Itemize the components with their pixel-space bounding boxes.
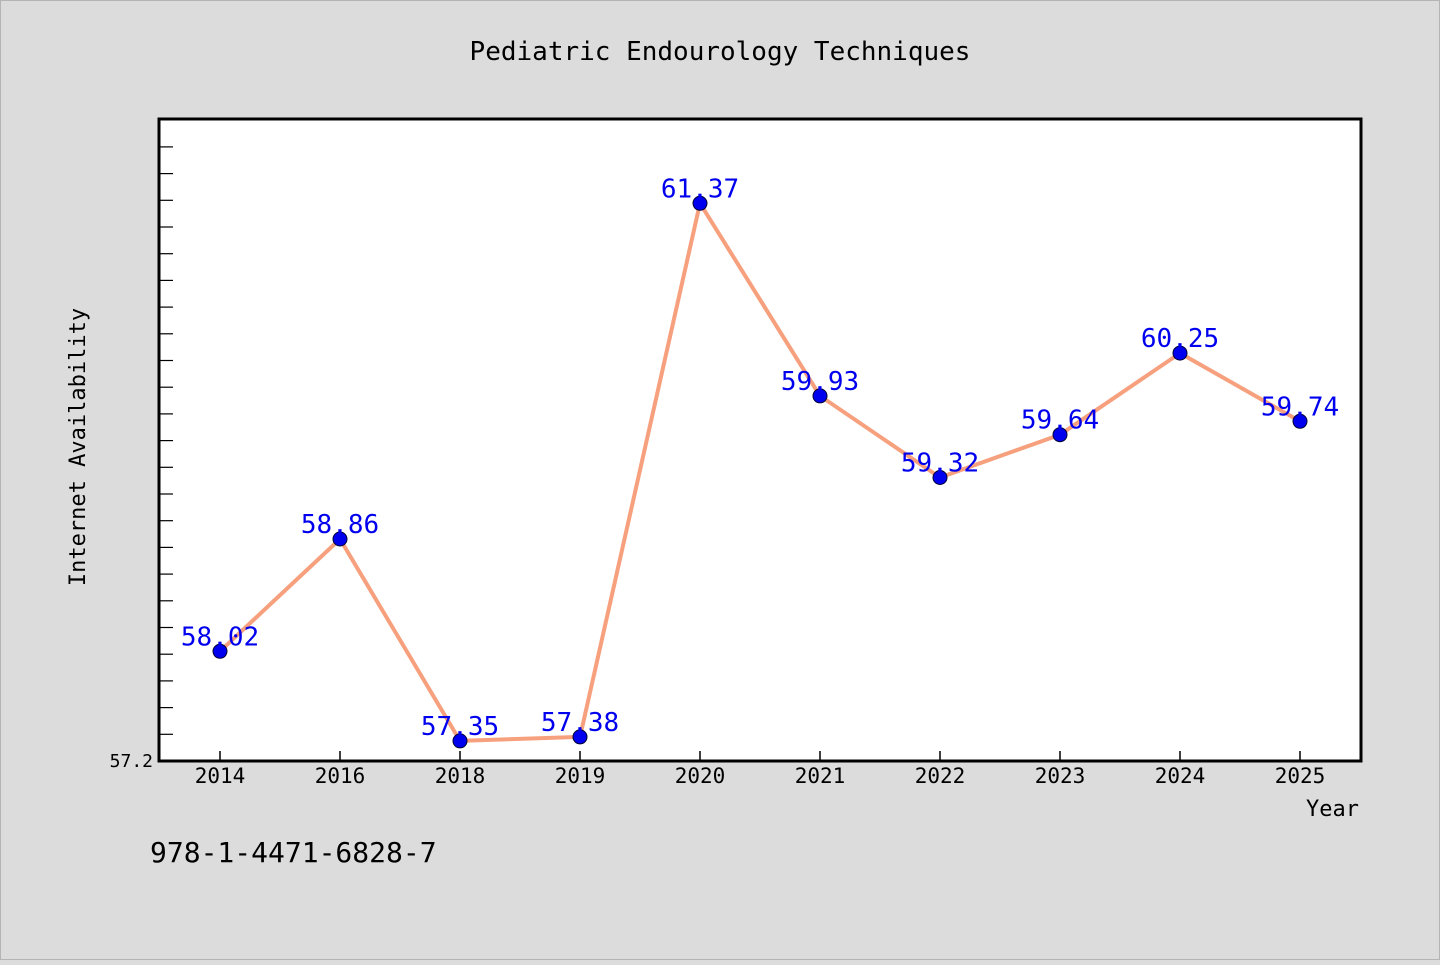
data-label: 58.86 <box>301 510 379 540</box>
y-tick-label: 57.2 <box>110 751 153 772</box>
x-tick-label: 2023 <box>1035 764 1086 788</box>
data-point <box>1052 427 1068 443</box>
plot-area <box>157 117 1363 763</box>
data-label: 59.32 <box>901 449 979 479</box>
x-axis-label: Year <box>1306 797 1359 822</box>
data-point <box>692 195 708 211</box>
x-tick-label: 2022 <box>915 764 966 788</box>
data-point <box>452 733 468 749</box>
data-point <box>572 729 588 745</box>
x-tick-label: 2024 <box>1155 764 1206 788</box>
data-label: 57.35 <box>421 712 499 742</box>
data-point <box>932 470 948 485</box>
data-point <box>1172 345 1188 361</box>
x-tick-label: 2016 <box>315 764 366 788</box>
x-axis-ticks <box>219 751 1301 761</box>
data-point <box>1292 413 1308 429</box>
chart-title: Pediatric Endourology Techniques <box>470 37 971 67</box>
data-label: 57.38 <box>541 708 619 738</box>
series-layer: 58.02 58.86 57.35 57.38 61.37 59.93 59.32 59.64… <box>181 174 1339 749</box>
x-tick-label: 2025 <box>1275 764 1326 788</box>
data-point <box>332 531 348 547</box>
data-point <box>812 388 828 404</box>
series-line <box>218 201 1302 743</box>
x-tick-label: 2020 <box>675 764 726 788</box>
data-label: 58.02 <box>181 622 259 652</box>
annotation-text: 978-1-4471-6828-7 <box>150 836 437 869</box>
x-axis-tick-labels: 2014 2016 2018 2019 2020 2021 2022 2023 2024 2025 <box>195 764 1326 788</box>
data-label: 59.74 <box>1261 392 1339 422</box>
x-tick-label: 2021 <box>795 764 846 788</box>
y-axis-minor-ticks <box>159 146 173 735</box>
x-tick-label: 2019 <box>555 764 606 788</box>
data-label: 59.93 <box>781 367 859 397</box>
x-tick-label: 2018 <box>435 764 486 788</box>
x-tick-label: 2014 <box>195 764 246 788</box>
data-label: 61.37 <box>661 174 739 204</box>
data-label: 60.25 <box>1141 324 1219 354</box>
data-point <box>212 643 228 659</box>
data-label: 59.64 <box>1021 406 1099 436</box>
y-axis-label: Internet Availability <box>66 308 91 586</box>
